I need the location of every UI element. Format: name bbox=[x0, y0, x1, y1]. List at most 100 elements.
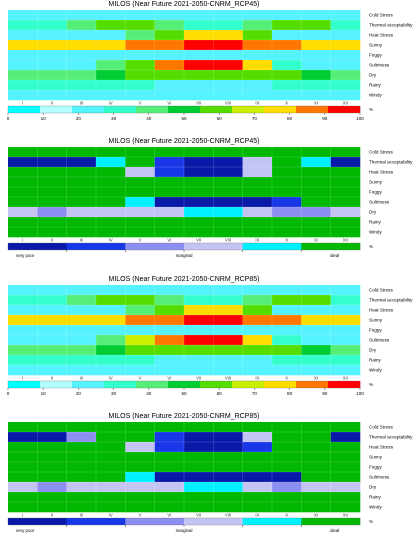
heatmap-cell bbox=[213, 40, 243, 51]
heatmap-cell bbox=[301, 432, 331, 443]
heatmap-svg: Cold Stress Thermal acceptability Heat Str… bbox=[7, 10, 413, 121]
heatmap-cell bbox=[242, 217, 273, 228]
heatmap-cell bbox=[301, 365, 331, 376]
heatmap-cell bbox=[272, 20, 302, 31]
month-label: X bbox=[285, 513, 288, 518]
heatmap-cell bbox=[272, 197, 302, 208]
colorbar-segment bbox=[104, 381, 137, 388]
heatmap-cell bbox=[37, 70, 67, 81]
heatmap-cell bbox=[213, 492, 243, 503]
heatmap-cell bbox=[154, 147, 185, 158]
row-label: Foggy bbox=[369, 465, 382, 470]
heatmap-cell bbox=[184, 325, 214, 336]
heatmap-cell bbox=[242, 295, 273, 306]
heatmap-cell bbox=[301, 442, 331, 453]
heatmap-cell bbox=[125, 442, 155, 453]
heatmap-cell bbox=[37, 207, 67, 218]
month-label: III bbox=[80, 376, 84, 381]
colorbar-segment bbox=[200, 381, 233, 388]
heatmap-cell bbox=[242, 492, 273, 503]
month-label: XI bbox=[314, 513, 318, 518]
heatmap-cell bbox=[66, 345, 97, 356]
heatmap-cell bbox=[37, 80, 67, 91]
heatmap-cell bbox=[330, 147, 361, 158]
heatmap-cell bbox=[184, 452, 214, 463]
colorbar-tick-label: 80 bbox=[287, 116, 293, 121]
heatmap-cell bbox=[242, 167, 273, 178]
heatmap-cell bbox=[125, 147, 155, 158]
heatmap-cell bbox=[37, 365, 67, 376]
heatmap-cell bbox=[301, 472, 331, 483]
heatmap-cell bbox=[154, 10, 185, 21]
heatmap-cell bbox=[96, 227, 126, 238]
heatmap-cell bbox=[66, 60, 97, 71]
heatmap-cell bbox=[154, 452, 185, 463]
heatmap-cell bbox=[96, 20, 126, 31]
heatmap-cell bbox=[37, 30, 67, 41]
heatmap-cell bbox=[154, 285, 185, 296]
heatmap-cell bbox=[272, 452, 302, 463]
heatmap-cell bbox=[125, 197, 155, 208]
heatmap-cell bbox=[66, 315, 97, 326]
heatmap-cell bbox=[125, 305, 155, 316]
heatmap-cell bbox=[242, 355, 273, 366]
month-label: VIII bbox=[225, 238, 231, 243]
heatmap-cell bbox=[301, 227, 331, 238]
heatmap-cell bbox=[242, 187, 273, 198]
heatmap-cell bbox=[301, 335, 331, 346]
row-label: Windy bbox=[369, 93, 382, 98]
heatmap-cell bbox=[8, 355, 38, 366]
heatmap-cell bbox=[66, 422, 97, 433]
legend-label: very poor bbox=[16, 528, 35, 533]
heatmap-cell bbox=[154, 502, 185, 513]
heatmap-cell bbox=[330, 217, 361, 228]
month-label: XI bbox=[314, 238, 318, 243]
colorbar-segment bbox=[200, 106, 233, 113]
heatmap-cell bbox=[184, 187, 214, 198]
colorbar-tick-label: 40 bbox=[146, 116, 152, 121]
heatmap-cell bbox=[37, 335, 67, 346]
month-label: IX bbox=[255, 513, 259, 518]
month-label: VIII bbox=[225, 101, 231, 106]
heatmap-cell bbox=[125, 70, 155, 81]
heatmap-cell bbox=[213, 217, 243, 228]
heatmap-cell bbox=[301, 60, 331, 71]
heatmap-cell bbox=[301, 70, 331, 81]
heatmap-cell bbox=[213, 305, 243, 316]
heatmap-cell bbox=[125, 157, 155, 168]
heatmap-cell bbox=[184, 285, 214, 296]
heatmap-cell bbox=[301, 422, 331, 433]
month-label: IV bbox=[109, 376, 113, 381]
heatmap-cell bbox=[301, 80, 331, 91]
heatmap-cell bbox=[272, 325, 302, 336]
heatmap-cell bbox=[96, 167, 126, 178]
heatmap-cell bbox=[8, 40, 38, 51]
heatmap-cell bbox=[301, 502, 331, 513]
row-label: Cold Stress bbox=[369, 13, 393, 18]
heatmap-cell bbox=[301, 305, 331, 316]
heatmap-cell bbox=[8, 295, 38, 306]
heatmap-cell bbox=[301, 30, 331, 41]
legend-swatch bbox=[66, 243, 126, 250]
colorbar-segment bbox=[328, 381, 361, 388]
heatmap-cell bbox=[8, 452, 38, 463]
heatmap-cell bbox=[242, 30, 273, 41]
heatmap-cell bbox=[272, 305, 302, 316]
heatmap-cell bbox=[213, 472, 243, 483]
heatmap-cell bbox=[154, 60, 185, 71]
heatmap-cell bbox=[184, 305, 214, 316]
heatmap-cell bbox=[8, 305, 38, 316]
heatmap-cell bbox=[301, 50, 331, 61]
month-label: X bbox=[285, 101, 288, 106]
heatmap-cell bbox=[184, 40, 214, 51]
heatmap-cell bbox=[330, 315, 361, 326]
heatmap-cell bbox=[66, 10, 97, 21]
heatmap-cell bbox=[66, 197, 97, 208]
colorbar-segment bbox=[40, 381, 73, 388]
heatmap-cell bbox=[154, 80, 185, 91]
month-label: VI bbox=[167, 376, 171, 381]
heatmap-cell bbox=[330, 305, 361, 316]
row-label: Sultriness bbox=[369, 338, 390, 343]
heatmap-cell bbox=[301, 355, 331, 366]
heatmap-cell bbox=[301, 147, 331, 158]
